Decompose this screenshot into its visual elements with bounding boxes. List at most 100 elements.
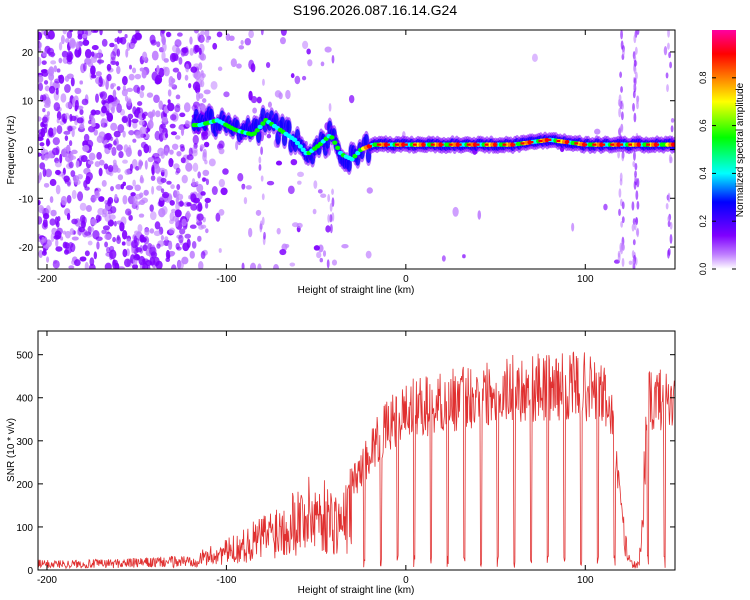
noise-blob [257, 263, 262, 269]
ridge-core [352, 153, 358, 159]
streak-blob [631, 201, 635, 211]
noise-blob [130, 42, 136, 48]
noise-blob [237, 173, 244, 182]
streak-blob [262, 78, 265, 86]
noise-blob [133, 201, 141, 206]
noise-blob [64, 38, 70, 44]
noise-blob [52, 127, 57, 135]
streak-blob [665, 72, 669, 79]
streak-blob [326, 259, 330, 269]
noise-blob [119, 222, 125, 232]
ridge-core [355, 150, 361, 156]
y-tick-label: -20 [19, 243, 34, 254]
noise-blob [38, 42, 43, 49]
streak-blob [636, 200, 640, 210]
noise-blob [110, 51, 116, 61]
streak-blob [633, 112, 637, 123]
noise-blob [84, 186, 90, 191]
snr-x-label: Height of straight line (km) [298, 585, 415, 596]
noise-blob [169, 114, 177, 121]
noise-blob [218, 178, 226, 188]
streak-blob [634, 170, 637, 178]
streak-blob [667, 192, 671, 203]
noise-blob [307, 59, 313, 67]
streak-blob [621, 201, 625, 210]
noise-blob [96, 59, 105, 64]
noise-blob [169, 200, 175, 206]
noise-blob [170, 264, 177, 269]
noise-blob [155, 110, 161, 118]
noise-blob [104, 233, 112, 240]
noise-blob [45, 205, 51, 214]
noise-blob [154, 221, 161, 230]
noise-blob [107, 94, 114, 103]
noise-blob [156, 41, 161, 48]
noise-blob [97, 207, 105, 216]
noise-blob [135, 165, 140, 171]
x-tick-label: 0 [403, 575, 409, 586]
noise-blob [125, 48, 129, 58]
noise-blob [103, 163, 109, 170]
streak-blob [619, 71, 623, 79]
noise-blob [110, 60, 117, 66]
noise-blob [109, 42, 115, 48]
x-tick-label: 100 [577, 575, 594, 586]
streak-blob [669, 156, 673, 164]
noise-blob [160, 188, 165, 194]
noise-blob [125, 185, 134, 191]
noise-blob [462, 254, 466, 259]
noise-blob [137, 101, 143, 106]
noise-blob [81, 33, 88, 39]
noise-blob [594, 128, 601, 135]
noise-blob [112, 159, 117, 165]
noise-blob [366, 187, 373, 194]
noise-blob [477, 210, 482, 220]
noise-blob [51, 147, 60, 156]
ridge-core [300, 147, 306, 152]
noise-blob [45, 138, 50, 147]
ridge-peak [646, 143, 651, 146]
noise-blob [167, 99, 171, 104]
noise-blob [266, 180, 275, 186]
noise-blob [192, 149, 198, 157]
noise-blob [211, 186, 218, 196]
noise-blob [200, 251, 206, 259]
noise-blob [49, 196, 54, 204]
noise-blob [54, 169, 61, 175]
streak-blob [667, 220, 671, 228]
noise-blob [331, 259, 338, 266]
noise-blob [139, 90, 145, 99]
noise-blob [169, 149, 174, 155]
noise-blob [179, 144, 185, 149]
noise-blob [190, 203, 198, 211]
ridge-core [332, 140, 338, 145]
streak-blob [620, 220, 624, 228]
noise-blob [177, 32, 183, 37]
noise-blob [56, 118, 60, 124]
ridge-peak [637, 143, 642, 146]
noise-blob [183, 102, 191, 113]
noise-blob [140, 84, 145, 91]
snr-series [38, 351, 675, 570]
noise-blob [95, 236, 103, 242]
noise-blob [137, 149, 142, 157]
ridge-peak [448, 143, 453, 146]
noise-blob [205, 228, 209, 234]
noise-blob [202, 151, 207, 162]
noise-blob [116, 86, 121, 91]
noise-blob [64, 153, 71, 158]
noise-blob [56, 125, 63, 135]
noise-blob [42, 213, 50, 220]
noise-blob [127, 195, 135, 205]
streak-blob [633, 34, 637, 44]
noise-blob [290, 158, 298, 166]
noise-blob [78, 226, 86, 233]
streak-blob [329, 223, 333, 234]
noise-blob [175, 94, 181, 100]
noise-blob [72, 175, 80, 183]
noise-blob [161, 116, 168, 123]
ridge-peak [655, 143, 660, 146]
y-tick-label: 300 [16, 437, 33, 448]
noise-blob [160, 34, 166, 44]
noise-blob [193, 63, 201, 68]
